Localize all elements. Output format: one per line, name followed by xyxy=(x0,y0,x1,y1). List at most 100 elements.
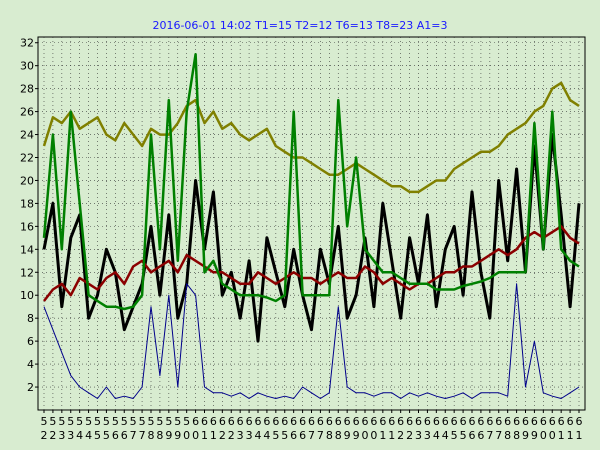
x-tick-label-month: 6 xyxy=(406,415,413,428)
x-tick-label-day: 1 xyxy=(201,429,208,442)
x-tick-label-day: 9 xyxy=(531,429,538,442)
x-tick-label-day: 1 xyxy=(567,429,574,442)
x-tick-label-day: 8 xyxy=(326,429,333,442)
x-tick-label-day: 8 xyxy=(148,429,155,442)
x-tick-label-day: 3 xyxy=(237,429,244,442)
x-tick-label-month: 6 xyxy=(335,415,342,428)
x-tick-label-month: 6 xyxy=(549,415,556,428)
x-tick-label-month: 6 xyxy=(388,415,395,428)
x-tick-label-day: 1 xyxy=(576,429,583,442)
x-tick-label-day: 7 xyxy=(495,429,502,442)
y-tick-label: 28 xyxy=(20,83,34,96)
x-tick-label-day: 1 xyxy=(379,429,386,442)
x-tick-label-day: 6 xyxy=(469,429,476,442)
x-tick-label-day: 6 xyxy=(121,429,128,442)
x-tick-label-month: 6 xyxy=(353,415,360,428)
x-tick-label-day: 3 xyxy=(415,429,422,442)
x-tick-label-month: 6 xyxy=(362,415,369,428)
x-tick-label-month: 6 xyxy=(281,415,288,428)
x-tick-label-month: 6 xyxy=(246,415,253,428)
x-tick-label-day: 3 xyxy=(58,429,65,442)
x-tick-label-day: 5 xyxy=(451,429,458,442)
series-line-3 xyxy=(43,225,580,302)
x-tick-label-day: 0 xyxy=(192,429,199,442)
x-tick-label-month: 6 xyxy=(469,415,476,428)
x-tick-label-month: 6 xyxy=(263,415,270,428)
x-tick-label-month: 6 xyxy=(379,415,386,428)
x-tick-label-day: 2 xyxy=(228,429,235,442)
x-tick-label-month: 6 xyxy=(424,415,431,428)
y-tick-label: 16 xyxy=(20,220,34,233)
x-tick-label-day: 8 xyxy=(504,429,511,442)
x-tick-label-day: 7 xyxy=(308,429,315,442)
x-tick-label-day: 5 xyxy=(94,429,101,442)
x-tick-label-month: 6 xyxy=(460,415,467,428)
x-tick-label-day: 4 xyxy=(76,429,83,442)
x-tick-label-month: 6 xyxy=(540,415,547,428)
x-tick-label-month: 6 xyxy=(228,415,235,428)
y-tick-label: 22 xyxy=(20,152,34,165)
x-tick-label-day: 9 xyxy=(344,429,351,442)
y-tick-label: 10 xyxy=(20,289,34,302)
x-tick-label-month: 6 xyxy=(201,415,208,428)
plot-area xyxy=(37,36,586,411)
x-tick-label-day: 8 xyxy=(335,429,342,442)
x-tick-label-month: 6 xyxy=(477,415,484,428)
y-tick-label: 26 xyxy=(20,106,34,119)
x-tick-label-day: 4 xyxy=(263,429,270,442)
x-tick-label-month: 5 xyxy=(174,415,181,428)
x-tick-label-day: 7 xyxy=(130,429,137,442)
x-tick-label-day: 0 xyxy=(362,429,369,442)
x-tick-label-day: 2 xyxy=(219,429,226,442)
x-tick-label-day: 4 xyxy=(442,429,449,442)
series-line-1 xyxy=(42,81,580,194)
x-tick-label-day: 3 xyxy=(246,429,253,442)
x-tick-label-day: 0 xyxy=(183,429,190,442)
x-tick-label-month: 6 xyxy=(576,415,583,428)
x-tick-label-day: 3 xyxy=(67,429,74,442)
x-tick-label-day: 4 xyxy=(433,429,440,442)
x-tick-label-day: 9 xyxy=(522,429,529,442)
x-tick-label-day: 0 xyxy=(370,429,377,442)
x-tick-label-month: 6 xyxy=(299,415,306,428)
x-tick-label-day: 5 xyxy=(281,429,288,442)
x-tick-label-day: 4 xyxy=(85,429,92,442)
y-tick-label: 6 xyxy=(27,335,34,348)
x-tick-label-day: 0 xyxy=(540,429,547,442)
x-tick-label-day: 9 xyxy=(353,429,360,442)
x-tick-label-month: 5 xyxy=(58,415,65,428)
x-tick-label-month: 5 xyxy=(94,415,101,428)
x-tick-label-month: 6 xyxy=(442,415,449,428)
x-tick-label-day: 8 xyxy=(156,429,163,442)
x-tick-label-day: 9 xyxy=(174,429,181,442)
x-tick-label-day: 6 xyxy=(299,429,306,442)
y-tick-label: 32 xyxy=(20,37,34,50)
x-tick-label-day: 6 xyxy=(477,429,484,442)
x-tick-label-day: 2 xyxy=(397,429,404,442)
y-tick-label: 30 xyxy=(20,60,34,73)
x-tick-label-month: 6 xyxy=(433,415,440,428)
x-tick-label-day: 1 xyxy=(388,429,395,442)
x-tick-label-month: 5 xyxy=(148,415,155,428)
x-tick-label-month: 6 xyxy=(192,415,199,428)
x-tick-label-month: 6 xyxy=(237,415,244,428)
x-tick-label-month: 6 xyxy=(567,415,574,428)
x-tick-label-month: 6 xyxy=(210,415,217,428)
x-tick-label-day: 9 xyxy=(165,429,172,442)
x-tick-label-month: 6 xyxy=(326,415,333,428)
x-tick-label-month: 6 xyxy=(504,415,511,428)
x-tick-label-day: 5 xyxy=(272,429,279,442)
x-tick-label-month: 5 xyxy=(130,415,137,428)
x-tick-label-day: 0 xyxy=(549,429,556,442)
x-tick-label-month: 6 xyxy=(531,415,538,428)
y-tick-label: 4 xyxy=(27,358,34,371)
x-tick-label-month: 6 xyxy=(397,415,404,428)
y-tick-label: 20 xyxy=(20,174,34,187)
x-tick-label-month: 6 xyxy=(522,415,529,428)
y-tick-label: 18 xyxy=(20,197,34,210)
x-tick-label-month: 5 xyxy=(183,415,190,428)
x-tick-label-month: 5 xyxy=(103,415,110,428)
x-tick-label-day: 5 xyxy=(460,429,467,442)
x-tick-label-day: 1 xyxy=(558,429,565,442)
